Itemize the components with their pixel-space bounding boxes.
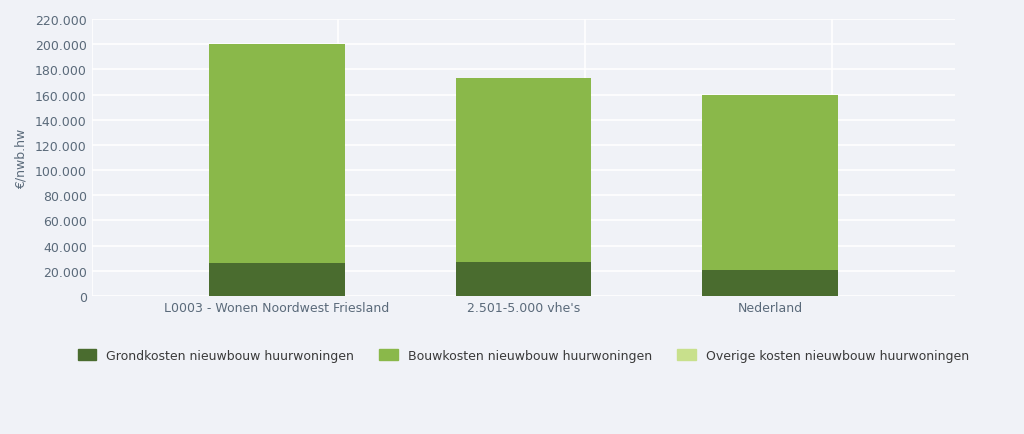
Bar — [456, 79, 591, 263]
Bar — [456, 263, 591, 296]
Bar — [209, 45, 344, 264]
Bar — [702, 270, 838, 296]
Bar — [702, 95, 838, 270]
Legend: Grondkosten nieuwbouw huurwoningen, Bouwkosten nieuwbouw huurwoningen, Overige k: Grondkosten nieuwbouw huurwoningen, Bouw… — [73, 344, 974, 367]
Bar — [209, 264, 344, 296]
Y-axis label: €/nwb.hw: €/nwb.hw — [15, 128, 28, 188]
